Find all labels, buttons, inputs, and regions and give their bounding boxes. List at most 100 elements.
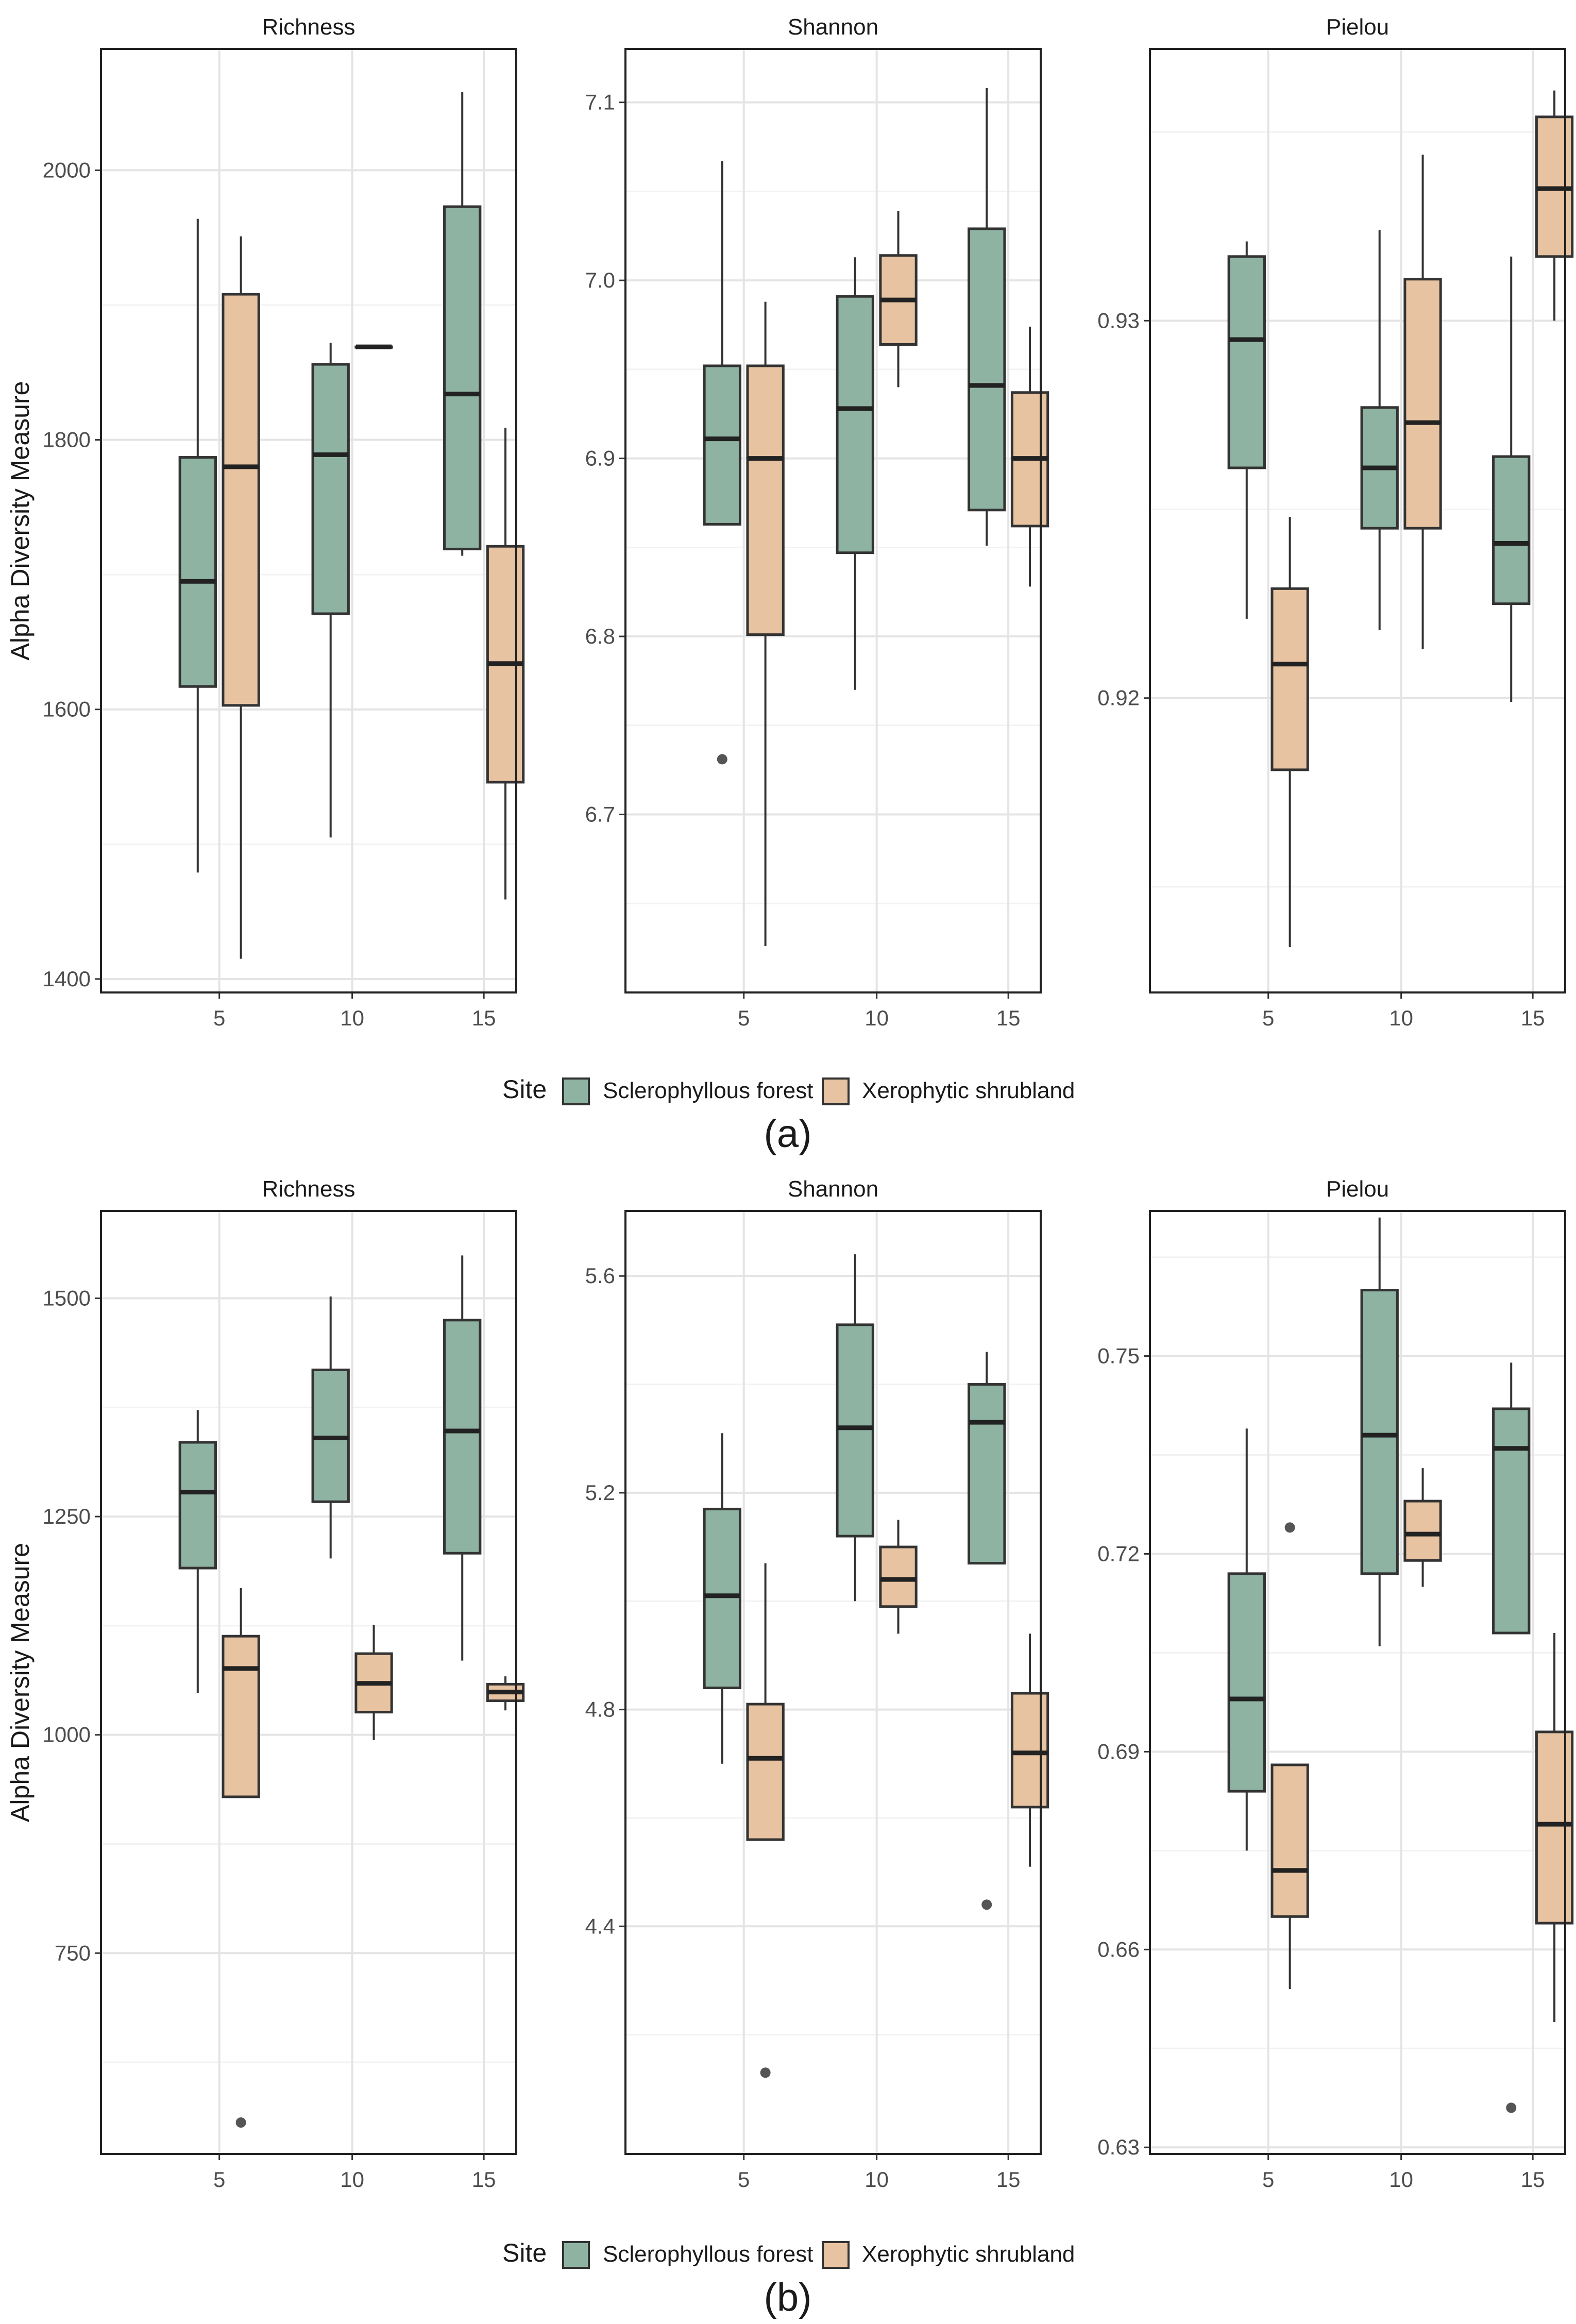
x-tick-label: 10	[1389, 1006, 1413, 1030]
x-tick-label: 15	[1521, 1006, 1545, 1030]
legend-label-sclerophyllous: Sclerophyllous forest	[603, 1078, 813, 1103]
box-iqr	[1227, 1572, 1266, 1793]
y-tick-label: 7.0	[585, 268, 615, 292]
y-tick-label: 6.8	[585, 624, 615, 648]
box-iqr	[311, 363, 350, 615]
series-xerophytic	[222, 236, 525, 959]
plot-border	[1149, 1210, 1566, 2155]
legend-label-xerophytic: Xerophytic shrubland	[862, 2242, 1075, 2267]
y-axis-label: Alpha Diversity Measure	[6, 381, 35, 661]
y-tick-label: 0.63	[1097, 2135, 1140, 2159]
panel-label-b: (b)	[764, 2276, 812, 2319]
x-tick-label: 15	[996, 1006, 1021, 1030]
subplot-b-shannon: 4.4 4.8 5.2 5.6 5 10 15 Shannon	[585, 1176, 1049, 2192]
series-xerophytic	[746, 211, 1049, 947]
y-tick-label: 1500	[43, 1286, 91, 1310]
legend-swatch-sclerophyllous	[562, 1077, 590, 1105]
legend-label-sclerophyllous: Sclerophyllous forest	[603, 2242, 813, 2267]
plot-border	[100, 1210, 517, 2155]
panel-label-a: (a)	[764, 1112, 812, 1156]
legend-swatch-sclerophyllous	[562, 2241, 590, 2269]
y-tick-label: 6.9	[585, 446, 615, 470]
box-iqr	[222, 1635, 260, 1798]
x-tick-label: 5	[213, 2167, 225, 2192]
y-tick-label: 0.72	[1097, 1541, 1140, 1565]
legend-swatch-xerophytic	[822, 1077, 850, 1105]
x-tick-label: 10	[1389, 2167, 1413, 2192]
facet-title: Pielou	[1326, 14, 1389, 40]
y-tick-label: 750	[55, 1941, 91, 1965]
y-tick-label: 0.69	[1097, 1739, 1140, 1763]
x-tick-label: 5	[1262, 2167, 1274, 2192]
legend-a: Site Sclerophyllous forest Xerophytic sh…	[502, 1075, 1075, 1105]
x-tick-label: 10	[865, 1006, 889, 1030]
y-tick-label: 5.6	[585, 1264, 615, 1288]
x-tick-label: 10	[340, 2167, 364, 2192]
box-iqr	[222, 293, 260, 707]
subplot-a-pielou: 0.92 0.93 5 10 15 Pielou	[1097, 14, 1574, 1030]
y-tick-label: 1600	[43, 697, 91, 721]
plot-border	[624, 48, 1042, 993]
facet-title: Pielou	[1326, 1176, 1389, 1202]
y-tick-label: 1250	[43, 1504, 91, 1528]
y-tick-label: 0.75	[1097, 1344, 1140, 1368]
y-axis-label: Alpha Diversity Measure	[6, 1543, 35, 1822]
box-iqr	[746, 364, 785, 636]
x-tick-label: 5	[738, 1006, 750, 1030]
y-tick-label: 0.66	[1097, 1937, 1140, 1961]
legend-title: Site	[502, 1075, 547, 1104]
subplot-b-pielou: 0.63 0.66 0.69 0.72 0.75 5 10 15 Pielou	[1097, 1176, 1574, 2192]
series-sclerophyllous	[178, 1255, 482, 1693]
box-iqr	[836, 295, 874, 554]
box-iqr	[178, 1441, 217, 1570]
y-tick-label: 1400	[43, 967, 91, 991]
box-iqr	[703, 1507, 741, 1690]
box-iqr	[1270, 1763, 1309, 1918]
x-tick-label: 5	[738, 2167, 750, 2192]
facet-title: Richness	[262, 1176, 355, 1202]
box-iqr	[836, 1323, 874, 1538]
legend-swatch-xerophytic	[822, 2241, 850, 2269]
series-sclerophyllous	[1227, 230, 1531, 702]
box-iqr	[703, 364, 741, 526]
x-tick-label: 10	[865, 2167, 889, 2192]
legend-title: Site	[502, 2238, 547, 2267]
legend-label-xerophytic: Xerophytic shrubland	[862, 1078, 1075, 1103]
box-iqr	[746, 1703, 785, 1841]
box-iqr	[1227, 255, 1266, 469]
x-tick-label: 15	[472, 1006, 496, 1030]
box-iqr	[1492, 455, 1531, 605]
y-tick-label: 4.8	[585, 1697, 615, 1722]
box-iqr	[1403, 1500, 1442, 1562]
outlier-point	[717, 754, 727, 765]
outlier-point	[235, 2117, 246, 2128]
outlier-point	[1506, 2102, 1517, 2113]
box-iqr	[1492, 1407, 1531, 1635]
facet-title: Shannon	[788, 1176, 878, 1202]
legend-b: Site Sclerophyllous forest Xerophytic sh…	[502, 2238, 1075, 2269]
box-iqr	[1360, 1289, 1399, 1575]
x-tick-label: 5	[1262, 1006, 1274, 1030]
x-tick-label: 15	[1521, 2167, 1545, 2192]
outlier-point	[1284, 1522, 1295, 1533]
subplot-a-shannon: 6.7 6.8 6.9 7.0 7.1 5 10 15 Shannon	[585, 14, 1049, 1030]
box-iqr	[1010, 1692, 1049, 1809]
outlier-point	[760, 2067, 771, 2078]
plot-area	[625, 49, 1041, 992]
y-tick-label: 5.2	[585, 1480, 615, 1505]
subplot-a-richness: 1400 1600 1800 2000 5 10 15 Richness Alpha Diver…	[6, 14, 525, 1030]
plot-border	[624, 1210, 1042, 2155]
facet-title: Shannon	[788, 14, 878, 40]
y-tick-label: 7.1	[585, 90, 615, 114]
box-iqr	[1403, 278, 1442, 530]
series-xerophytic	[1270, 1468, 1574, 2023]
box-iqr	[443, 1319, 482, 1555]
x-tick-label: 15	[996, 2167, 1021, 2192]
box-iqr	[968, 1383, 1006, 1565]
outlier-point	[981, 1899, 992, 1910]
box-iqr	[1535, 1730, 1574, 1925]
box-iqr	[443, 205, 482, 550]
box-iqr	[178, 456, 217, 688]
y-tick-label: 0.92	[1097, 686, 1140, 710]
